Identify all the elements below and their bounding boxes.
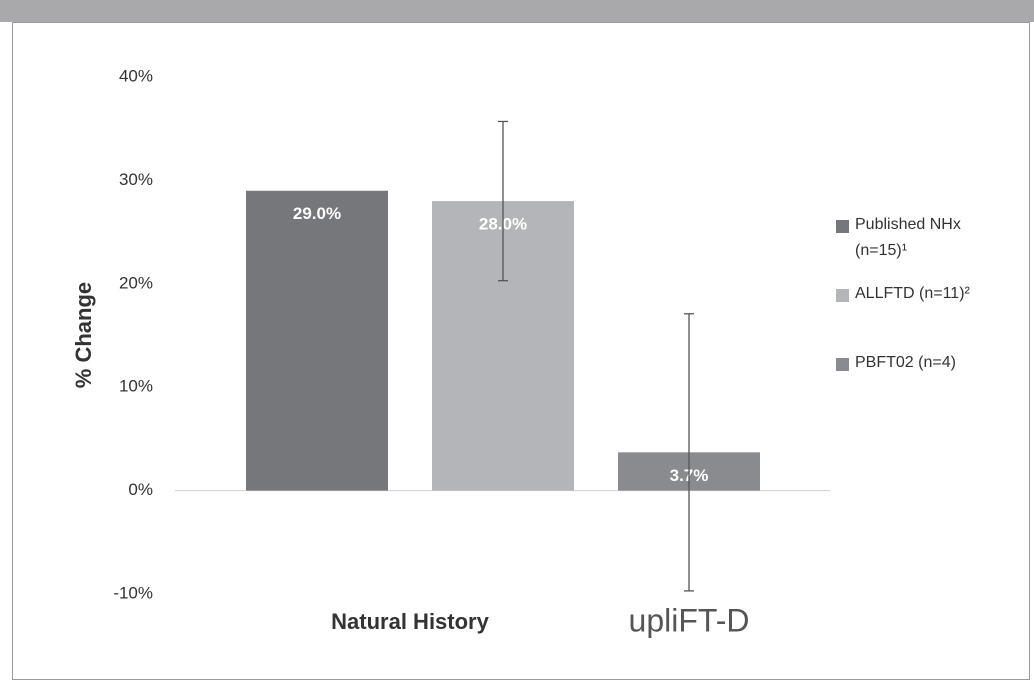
y-axis-title: % Change: [71, 282, 96, 388]
legend-item: Published NHx (n=15)¹: [836, 216, 1016, 264]
top-band: [0, 0, 1034, 22]
y-tick-label: 20%: [119, 273, 153, 292]
bar: [246, 190, 388, 491]
legend-item: ALLFTD (n=11)²: [836, 285, 1016, 307]
y-tick-label: 0%: [128, 480, 153, 499]
x-tick-label: upliFT-D: [629, 602, 750, 638]
legend-label: Published NHx (n=15)¹: [855, 216, 961, 259]
y-tick-label: -10%: [113, 583, 153, 602]
legend-label: ALLFTD (n=11)²: [855, 285, 970, 302]
legend-swatch: [836, 220, 849, 233]
y-tick-label: 30%: [119, 170, 153, 189]
legend-item: PBFT02 (n=4): [836, 354, 1016, 376]
legend-swatch: [836, 289, 849, 302]
data-label: 29.0%: [293, 204, 341, 223]
y-tick-label: 10%: [119, 377, 153, 396]
y-tick-label: 40%: [119, 66, 153, 85]
x-tick-label: Natural History: [331, 609, 489, 634]
legend-label: PBFT02 (n=4): [855, 354, 956, 371]
legend-swatch: [836, 358, 849, 371]
frame: [12, 22, 1030, 680]
